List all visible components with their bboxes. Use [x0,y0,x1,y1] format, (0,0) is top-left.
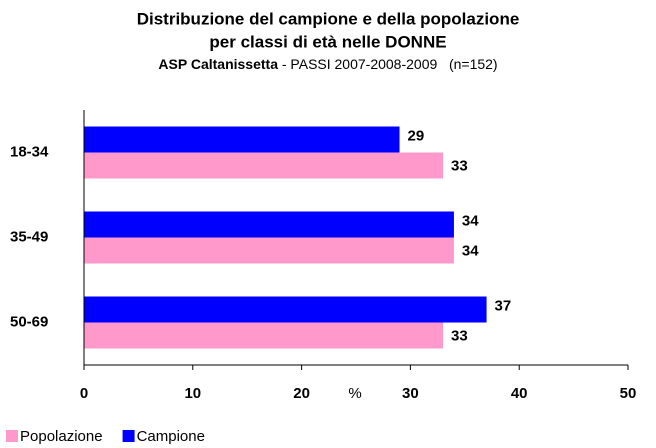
chart-title: per classi di età nelle DONNE [209,32,446,51]
legend-label: Popolazione [20,428,103,445]
bar [84,237,454,264]
bar [84,322,444,349]
x-tick-label: 50 [620,385,637,402]
value-label: 34 [462,212,479,229]
legend-swatch [6,430,18,442]
value-label: 37 [495,297,512,314]
x-tick-label: 10 [184,385,201,402]
y-tick-label: 50-69 [10,313,48,330]
bar [84,296,487,323]
x-tick-label: 30 [402,385,419,402]
x-tick-label: 20 [293,385,310,402]
x-tick-label: 40 [511,385,528,402]
subtitle: - PASSI 2007-2008-2009 (n=152) [282,56,498,72]
y-tick-label: 35-49 [10,228,48,245]
bar [84,152,444,179]
value-label: 29 [408,127,425,144]
x-axis-label: % [348,385,361,402]
legend-swatch [122,430,135,442]
value-label: 33 [451,327,468,344]
legend-label: Campione [137,428,205,445]
subtitle-bold: ASP Caltanissetta [158,56,278,72]
x-tick-label: 0 [80,385,88,402]
bar [84,211,454,238]
bar [84,126,400,153]
value-label: 34 [462,242,479,259]
value-label: 33 [451,157,468,174]
chart-title: Distribuzione del campione e della popol… [137,9,520,28]
chart-subtitle: ASP Caltanissetta - PASSI 2007-2008-2009… [158,56,497,72]
y-tick-label: 18-34 [10,143,49,160]
